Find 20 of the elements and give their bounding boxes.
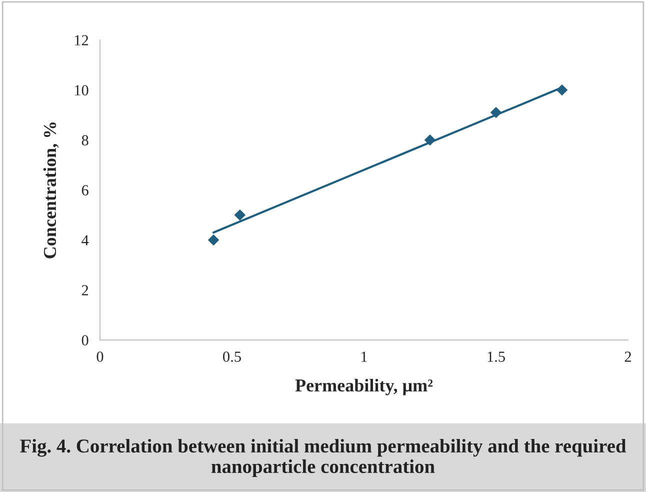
y-tick-label: 8 (82, 135, 88, 146)
point (556, 84, 568, 96)
point (208, 234, 220, 246)
x-tick-label: 0.5 (223, 352, 241, 362)
y-axis-title: Concentration, % (43, 122, 59, 258)
y-tick-label: 10 (74, 85, 88, 96)
y-tick-label: 6 (82, 185, 88, 196)
point (490, 107, 502, 118)
x-tick-label: 2 (624, 352, 631, 362)
x-axis-title: Permeability, μm² (295, 378, 433, 396)
x-tick-label: 0 (96, 352, 104, 362)
y-tick-label: 4 (82, 235, 89, 246)
x-tick-label: 1 (362, 352, 367, 362)
point (424, 134, 436, 146)
x-tick-label: 1.5 (488, 352, 505, 362)
caption: Fig. 4. Correlation between initial medium permeability and the required nanoparticle concentration (20, 438, 626, 478)
y-tick-label: 0 (82, 335, 88, 346)
y-tick-label: 2 (82, 285, 88, 296)
y-tick-label: 12 (74, 35, 88, 46)
point (234, 210, 246, 220)
